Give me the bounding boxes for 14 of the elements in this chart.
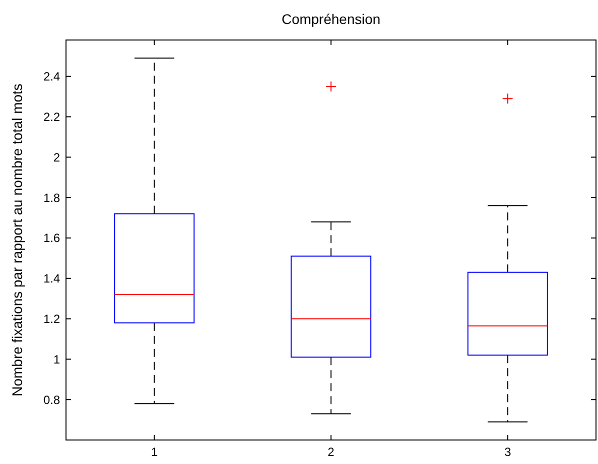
y-tick-label: 2 [53, 150, 60, 164]
x-tick-label: 3 [504, 445, 512, 459]
y-tick-label: 1.4 [43, 272, 60, 286]
chart-title: Compréhension [282, 11, 380, 27]
y-tick-label: 1.2 [43, 312, 60, 326]
y-axis-title: Nombre fixations par rapport au nombre total mots [9, 84, 25, 396]
y-tick-label: 1.6 [43, 231, 60, 246]
x-tick-label: 1 [150, 445, 158, 459]
y-tick-label: 2.4 [43, 70, 60, 84]
y-tick-label: 1 [53, 352, 60, 366]
x-tick-label: 2 [328, 445, 335, 459]
y-tick-label: 1.8 [43, 190, 60, 205]
y-tick-label: 2.2 [43, 110, 60, 124]
y-tick-label: 0.8 [43, 392, 60, 407]
